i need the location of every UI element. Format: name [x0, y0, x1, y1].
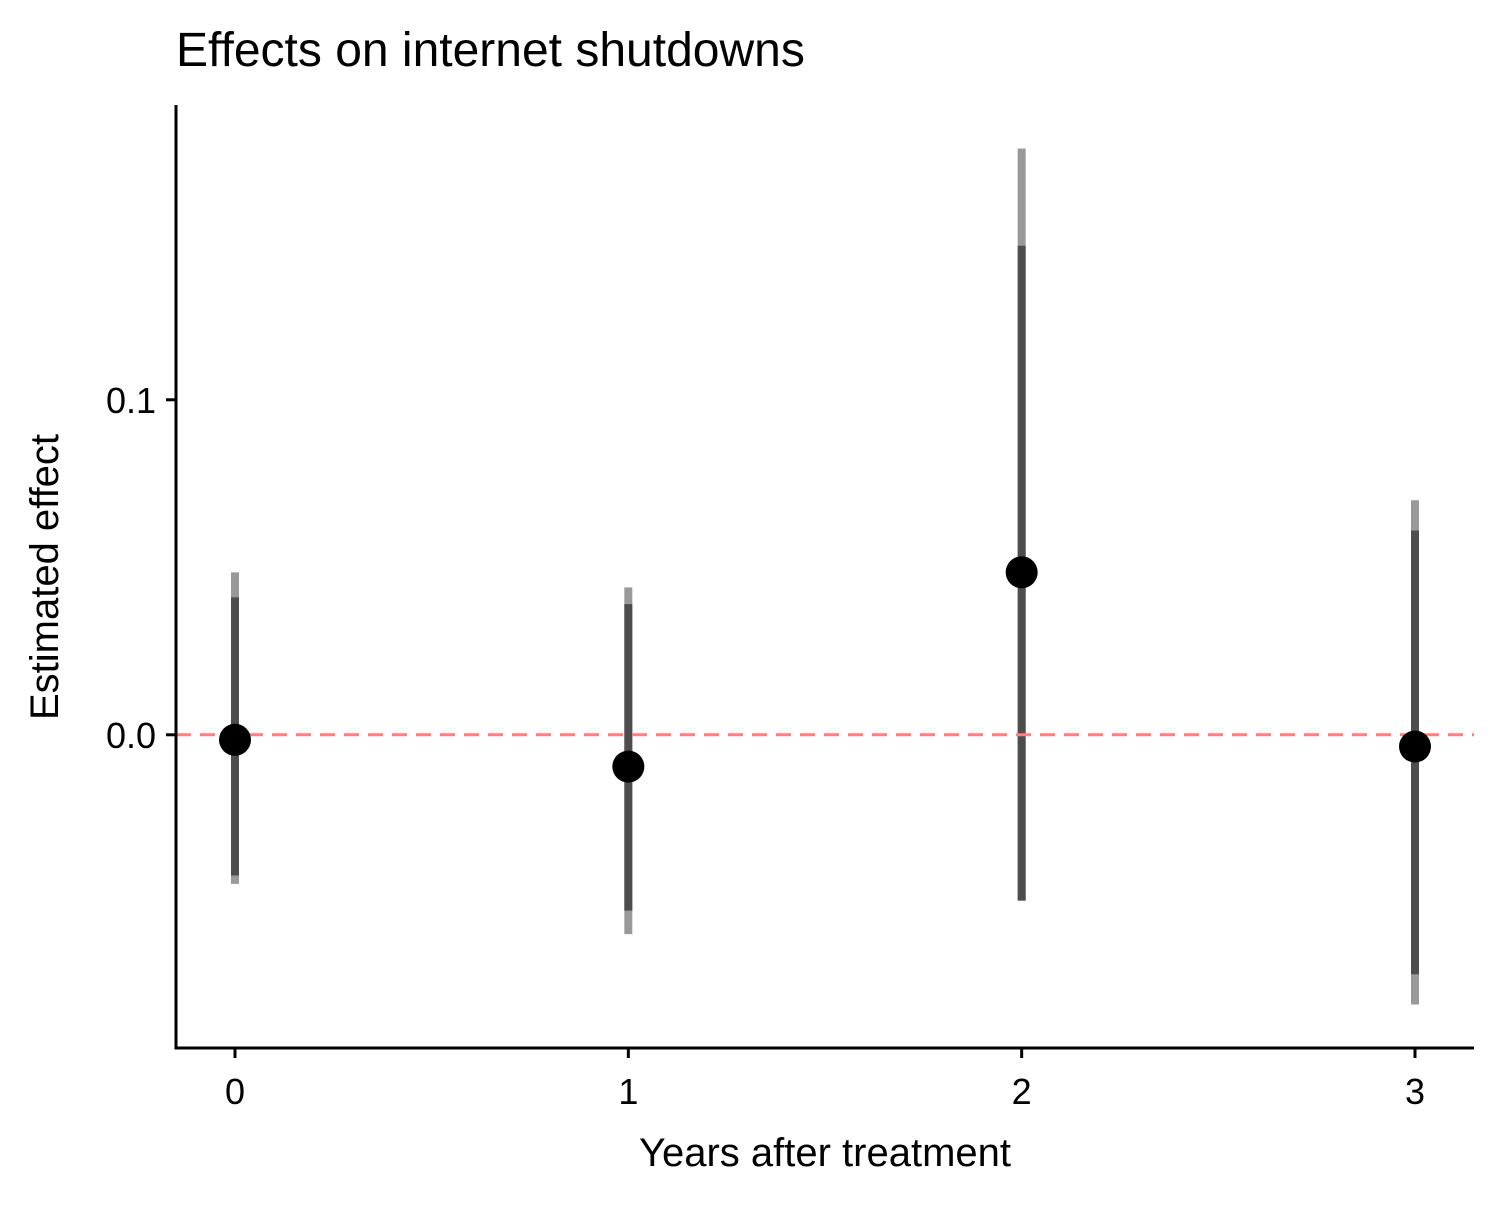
confidence-intervals [231, 148, 1419, 1005]
y-tick-label-1: 0.1 [106, 380, 156, 421]
point-estimates [219, 556, 1431, 783]
point-estimate-0 [219, 723, 251, 756]
x-axis-title: Years after treatment [639, 1131, 1011, 1175]
chart-title: Effects on internet shutdowns [176, 24, 805, 77]
x-tick-label-1: 1 [618, 1071, 638, 1112]
point-estimate-3 [1399, 730, 1431, 763]
y-tick-label-0: 0.0 [106, 715, 156, 756]
axes [174, 105, 1474, 1050]
ticks: 0 1 2 3 0.0 0.1 [106, 380, 1425, 1112]
x-tick-label-0: 0 [225, 1071, 245, 1112]
point-estimate-1 [612, 750, 645, 783]
point-estimate-2 [1005, 556, 1038, 589]
x-tick-label-3: 3 [1405, 1071, 1425, 1112]
y-axis-title: Estimated effect [23, 434, 67, 720]
x-tick-label-2: 2 [1012, 1071, 1032, 1112]
